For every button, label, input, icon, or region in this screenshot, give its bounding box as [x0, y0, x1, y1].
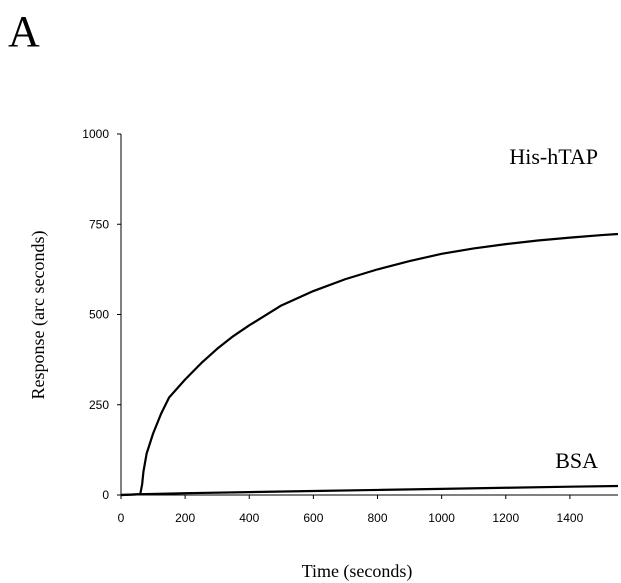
- x-tick-label: 1000: [428, 511, 455, 525]
- x-tick-label: 1200: [492, 511, 519, 525]
- y-axis-title: Response (arc seconds): [28, 231, 49, 400]
- x-tick-label: 400: [239, 511, 259, 525]
- x-tick-label: 600: [303, 511, 323, 525]
- series-label-bsa: BSA: [555, 448, 598, 473]
- series-labels: His-hTAP BSA: [509, 144, 598, 473]
- x-axis-title: Time (seconds): [302, 561, 413, 582]
- x-axis: 0 200 400 600 800 1000 1200 1400: [118, 494, 618, 525]
- series-line-bsa: [120, 484, 619, 497]
- x-tick-label: 1400: [557, 511, 584, 525]
- y-tick-label: 0: [102, 488, 109, 502]
- panel-label: A: [8, 7, 40, 56]
- y-tick-label: 750: [89, 217, 109, 231]
- series-label-his-htap: His-hTAP: [509, 144, 598, 169]
- y-axis: 0 250 500 750 1000: [82, 127, 122, 502]
- series-layer: [120, 232, 619, 497]
- x-tick-label: 800: [368, 511, 388, 525]
- x-tick-label: 0: [118, 511, 125, 525]
- y-tick-label: 1000: [82, 127, 109, 141]
- series-line-his-htap: [120, 232, 619, 497]
- y-tick-label: 500: [89, 308, 109, 322]
- x-tick-label: 200: [175, 511, 195, 525]
- y-tick-label: 250: [89, 398, 109, 412]
